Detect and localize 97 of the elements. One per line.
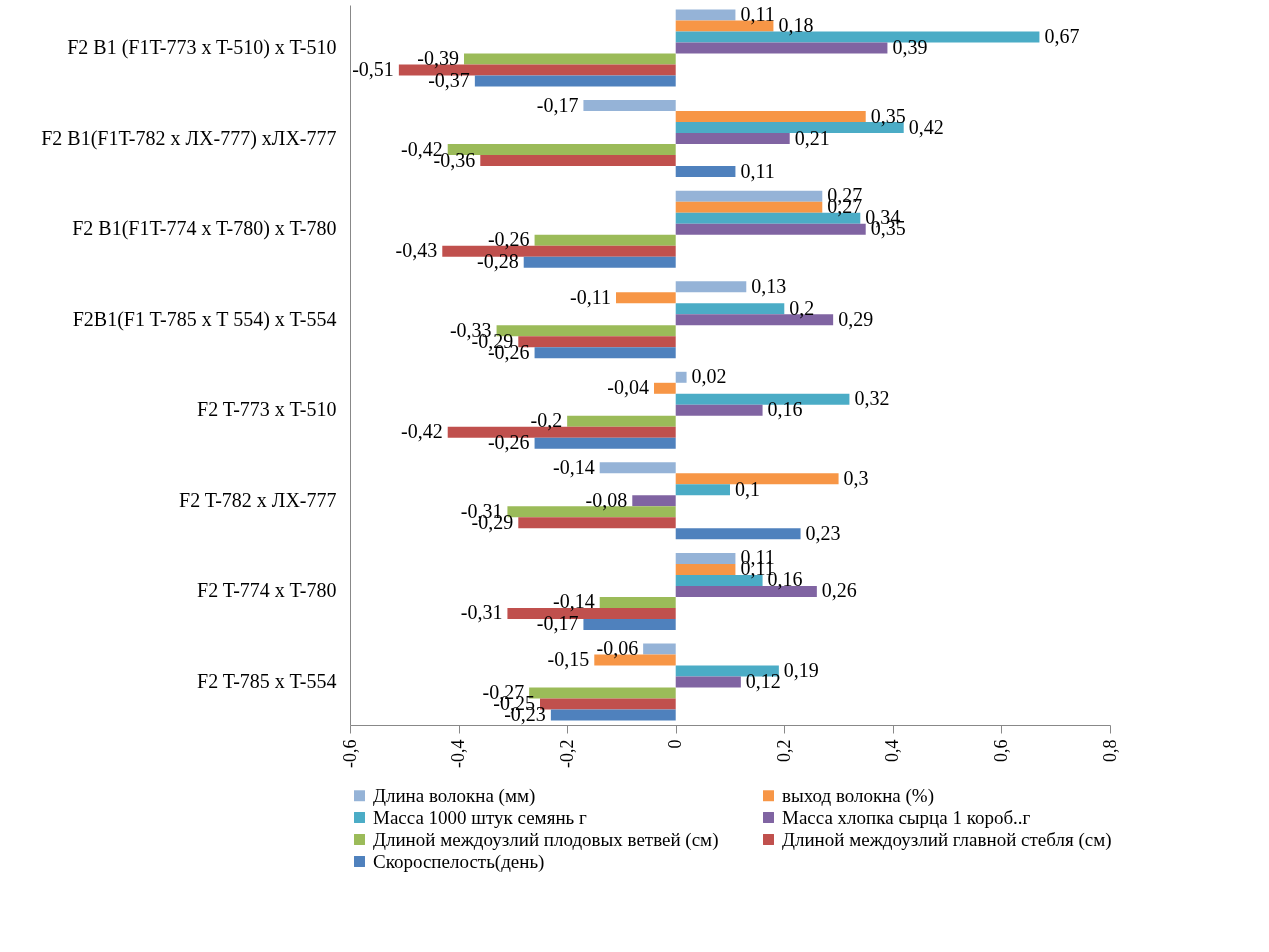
bar	[534, 437, 676, 449]
bar	[675, 111, 866, 123]
text: -0,43	[395, 239, 438, 262]
text: 0,42	[908, 115, 944, 138]
bar	[474, 75, 676, 87]
x-tick-label: -0,4	[448, 739, 469, 768]
bar	[675, 563, 736, 575]
bar	[599, 462, 676, 474]
text: 0,19	[783, 658, 819, 681]
text: 0,13	[751, 274, 787, 297]
y-tick-label: F2 B1 (F1T-773 x T-510) x T-510	[67, 36, 337, 60]
text: 0,23	[805, 521, 841, 544]
bar	[675, 303, 785, 315]
text: 0,11	[740, 159, 775, 182]
bar	[534, 234, 676, 246]
x-tick-label: 0,6	[990, 739, 1011, 762]
x-tick-label: 0	[665, 739, 686, 749]
text: 0,39	[892, 36, 928, 59]
x-tick-label: -0,6	[339, 739, 360, 768]
bar	[534, 347, 676, 359]
bar	[675, 9, 736, 21]
y-tick-label: F2 T-774 x T-780	[197, 579, 337, 602]
text: -0,04	[607, 376, 649, 399]
bar	[675, 484, 730, 496]
text: -0,42	[401, 420, 443, 443]
bar	[675, 223, 866, 235]
y-tick-label: F2 B1(F1T-782 x ЛХ-777) xЛХ-777	[41, 126, 337, 150]
bar	[583, 618, 676, 630]
text: 0,29	[838, 307, 874, 330]
text: -0,51	[352, 58, 394, 81]
bar	[675, 528, 801, 540]
text: -0,17	[536, 612, 579, 635]
text: 0,12	[745, 669, 781, 692]
y-tick-label: F2 B1(F1T-774 x T-780) x T-780	[72, 217, 337, 241]
text: -0,14	[553, 455, 595, 478]
x-tick-label: 0,2	[773, 739, 794, 762]
bar	[675, 552, 736, 564]
text: 0,18	[778, 14, 814, 37]
y-tick-label: F2 T-782 x ЛХ-777	[179, 488, 337, 511]
text: -0,17	[536, 93, 579, 116]
legend-label: Длиной междоузлий главной стебля (см)	[782, 828, 1112, 851]
text: 0,32	[854, 387, 890, 410]
text: -0,15	[547, 647, 590, 670]
y-tick-label: F2 T-785 x T-554	[197, 669, 337, 692]
text: -0,39	[417, 47, 459, 70]
bar	[675, 133, 790, 145]
x-tick-label: -0,2	[556, 739, 577, 768]
legend-label: Масса 1000 штук семянь г	[373, 806, 587, 828]
text: 0,16	[767, 398, 803, 421]
bar	[675, 166, 736, 178]
legend-label: Скороспелость(день)	[373, 850, 545, 873]
bar	[675, 371, 687, 383]
text: -0,14	[553, 590, 595, 613]
bar	[464, 53, 676, 65]
legend-label: Длина волокна (мм)	[373, 784, 536, 807]
bar	[675, 201, 823, 213]
text: 0,2	[789, 296, 815, 319]
y-tick-label: F2 T-773 x T-510	[197, 398, 337, 421]
text: -0,31	[460, 601, 503, 624]
text: -0,11	[570, 285, 611, 308]
text: 0,35	[870, 104, 906, 127]
bar	[518, 517, 676, 529]
text: 0,11	[740, 3, 775, 26]
text: -0,2	[530, 409, 563, 432]
legend-label: Длиной междоузлий плодовых ветвей (см)	[373, 828, 719, 851]
text: -0,28	[477, 250, 519, 273]
legend-label: Масса хлопка сырца 1 короб..г	[782, 806, 1031, 828]
text: 0,02	[691, 365, 727, 388]
bar	[616, 292, 676, 304]
bar	[675, 42, 888, 54]
bar	[599, 596, 676, 608]
x-tick-label: 0,8	[1099, 739, 1120, 762]
bar	[643, 643, 676, 655]
text: -0,06	[596, 636, 639, 659]
text: 0,67	[1044, 25, 1080, 48]
bar	[583, 100, 676, 112]
text: -0,08	[585, 488, 628, 511]
text: -0,37	[428, 69, 470, 92]
legend-label: выход волокна (%)	[782, 784, 935, 807]
text: 0,1	[735, 477, 760, 500]
text: 0,26	[821, 579, 857, 602]
bar	[632, 495, 676, 507]
text: 0,21	[794, 126, 830, 149]
bar	[480, 155, 676, 167]
text: 0,3	[843, 466, 869, 489]
bar	[550, 709, 676, 721]
bar	[675, 676, 741, 688]
y-tick-label: F2B1(F1 T-785 x T 554) x T-554	[72, 307, 337, 331]
bar	[654, 382, 676, 394]
bar	[675, 190, 823, 202]
text: -0,26	[487, 228, 530, 251]
bar	[523, 256, 676, 268]
bar	[675, 404, 763, 416]
bar	[675, 281, 747, 293]
x-tick-label: 0,4	[882, 739, 903, 762]
text: -0,26	[487, 431, 530, 454]
bar	[567, 415, 676, 427]
